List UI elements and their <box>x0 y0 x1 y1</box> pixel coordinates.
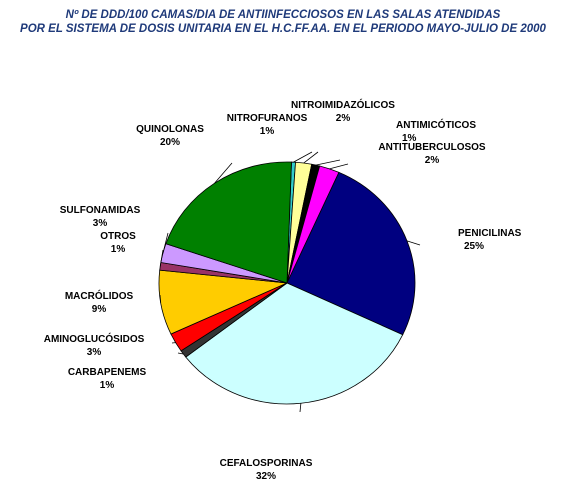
slice-category-label: OTROS <box>100 231 136 242</box>
chart-subtitle: POR EL SISTEMA DE DOSIS UNITARIA EN EL H… <box>20 23 546 35</box>
slice-category-label: MACRÓLIDOS <box>65 289 134 302</box>
slice-category-label: CEFALOSPORINAS <box>220 458 313 469</box>
leader-line <box>162 232 169 254</box>
slice-category-label: NITROIMIDAZÓLICOS <box>291 98 395 111</box>
slice-category-label: QUINOLONAS <box>136 124 204 135</box>
leader-line <box>299 403 302 413</box>
slice-percent-label: 2% <box>425 155 440 166</box>
slice-category-label: CARBAPENEMS <box>68 367 147 378</box>
pie-slice-cefalosporinas <box>185 282 404 405</box>
slice-percent-label: 1% <box>100 380 115 391</box>
slice-percent-label: 1% <box>260 126 275 137</box>
slice-labels: NITROFURANOS 1% NITROIMIDAZÓLICOS 2% ANTIMIC… <box>44 98 522 482</box>
leader-line <box>159 294 162 303</box>
slice-category-label: PENICILINAS <box>458 228 522 239</box>
slice-percent-label: 25% <box>464 241 484 252</box>
leader-line <box>315 159 341 166</box>
slice-category-label: ANTITUBERCULOSOS <box>378 142 486 153</box>
slice-percent-label: 32% <box>256 471 276 482</box>
slice-percent-label: 9% <box>92 304 107 315</box>
leader-line <box>303 151 319 164</box>
leader-line <box>406 240 421 246</box>
slice-category-label: NITROFURANOS <box>227 113 308 124</box>
leader-line <box>214 162 233 184</box>
pie-slices <box>158 161 416 405</box>
leader-line <box>293 151 313 163</box>
leader-line <box>329 163 349 170</box>
leader-line <box>177 352 184 355</box>
slice-percent-label: 1% <box>111 244 126 255</box>
slice-percent-label: 2% <box>336 113 351 124</box>
slice-category-label: AMINOGLUCÓSIDOS <box>44 332 145 345</box>
leader-lines <box>159 151 421 413</box>
leader-line <box>159 249 164 267</box>
slice-category-label: ANTIMICÓTICOS <box>396 118 476 131</box>
slice-percent-label: 1% <box>402 133 417 144</box>
slice-category-label: SULFONAMIDAS <box>60 205 141 216</box>
chart-title: Nº DE DDD/100 CAMAS/DIA DE ANTIINFECCIOS… <box>66 9 501 21</box>
slice-percent-label: 3% <box>87 347 102 358</box>
slice-percent-label: 20% <box>160 137 180 148</box>
slice-percent-label: 3% <box>93 218 108 229</box>
